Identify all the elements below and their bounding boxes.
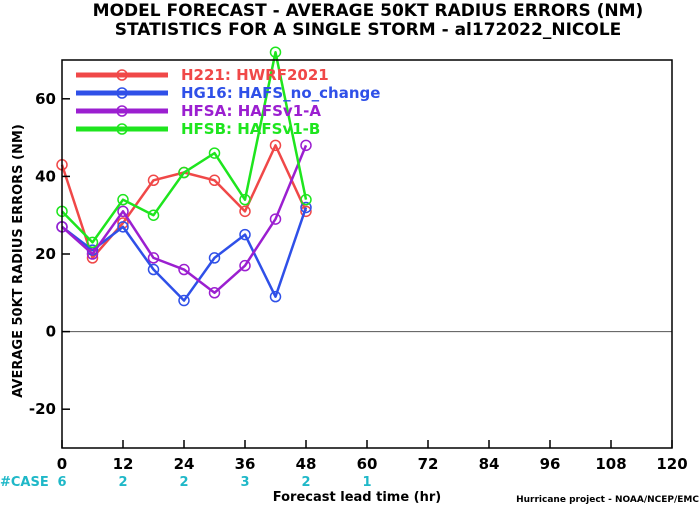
x-tick-label: 12 [113, 455, 134, 473]
credit-text: Hurricane project - NOAA/NCEP/EMC [516, 495, 699, 505]
chart-title-line1: MODEL FORECAST - AVERAGE 50KT RADIUS ERR… [93, 1, 644, 21]
legend-label: H221: HWRF2021 [181, 66, 329, 84]
series-line [60, 144, 308, 260]
case-count: 6 [57, 475, 66, 490]
data-point [147, 209, 160, 221]
x-tick-label: 84 [479, 455, 500, 473]
data-point [178, 263, 190, 276]
data-point [117, 193, 129, 206]
data-point [147, 174, 160, 187]
data-point [269, 46, 282, 58]
x-tick-label: 0 [57, 455, 67, 473]
data-point [269, 213, 282, 225]
case-count: 2 [179, 475, 188, 490]
data-point [117, 221, 129, 233]
legend-swatch-marker [116, 105, 128, 117]
legend-swatch-marker [116, 69, 128, 81]
x-axis-label: Forecast lead time (hr) [273, 490, 441, 505]
legend-swatch-marker [116, 123, 128, 135]
series-line [61, 144, 308, 295]
case-count: 3 [240, 475, 249, 490]
data-point [178, 294, 190, 307]
data-point [239, 228, 251, 241]
data-point [269, 139, 282, 152]
series-line [61, 50, 308, 244]
x-tick-label: 72 [418, 455, 439, 473]
data-point [208, 287, 221, 299]
data-point [147, 252, 160, 264]
data-point [208, 147, 221, 159]
data-point [147, 263, 160, 276]
legend-label: HFSA: HAFSv1-A [181, 102, 321, 120]
x-tick-label: 120 [656, 455, 687, 473]
x-tick-label: 108 [595, 455, 626, 473]
series-line [61, 207, 308, 302]
series-0 [56, 139, 312, 264]
legend-label: HFSB: HAFSv1-B [181, 120, 320, 138]
y-tick-label: 40 [35, 167, 56, 185]
data-point [86, 236, 99, 249]
series-3 [56, 46, 312, 249]
y-tick-label: 60 [35, 90, 56, 108]
y-axis: -20 0 20 40 60 [29, 90, 70, 418]
data-point [208, 174, 221, 187]
data-point [300, 193, 312, 206]
case-counts: 6 2 2 3 2 1 [57, 475, 371, 490]
data-point [300, 201, 312, 214]
y-tick-label: 0 [46, 323, 56, 341]
data-point [117, 205, 129, 218]
data-point [300, 205, 312, 218]
series-layer [56, 46, 312, 307]
x-tick-label: 48 [296, 455, 317, 473]
data-point [239, 193, 251, 206]
y-tick-label: 20 [35, 245, 56, 263]
data-point [86, 248, 99, 260]
series-1 [56, 201, 312, 307]
data-point [239, 205, 251, 218]
x-tick-label: 36 [235, 455, 256, 473]
x-tick-label: 60 [357, 455, 378, 473]
case-count: 2 [301, 475, 310, 490]
plot-area [56, 46, 673, 449]
y-tick-label: -20 [29, 400, 56, 418]
data-point [239, 259, 251, 272]
chart-title-line2: STATISTICS FOR A SINGLE STORM - al172022… [115, 20, 622, 40]
x-tick-label: 24 [174, 455, 195, 473]
data-point [300, 139, 312, 152]
data-point [208, 252, 221, 264]
y-axis-label: AVERAGE 50KT RADIUS ERRORS (NM) [11, 124, 26, 398]
case-count: 2 [118, 475, 127, 490]
case-count-label: #CASE [0, 475, 49, 490]
x-axis: 0 12 24 36 48 60 72 84 96 108 120 [57, 440, 688, 473]
legend-label: HG16: HAFS_no_change [181, 84, 380, 102]
case-count: 1 [362, 475, 371, 490]
legend-swatch-marker [116, 87, 128, 99]
data-point [269, 290, 282, 303]
x-tick-label: 96 [540, 455, 561, 473]
plot-frame [61, 59, 673, 449]
series-2 [56, 139, 312, 299]
data-point [178, 166, 190, 179]
